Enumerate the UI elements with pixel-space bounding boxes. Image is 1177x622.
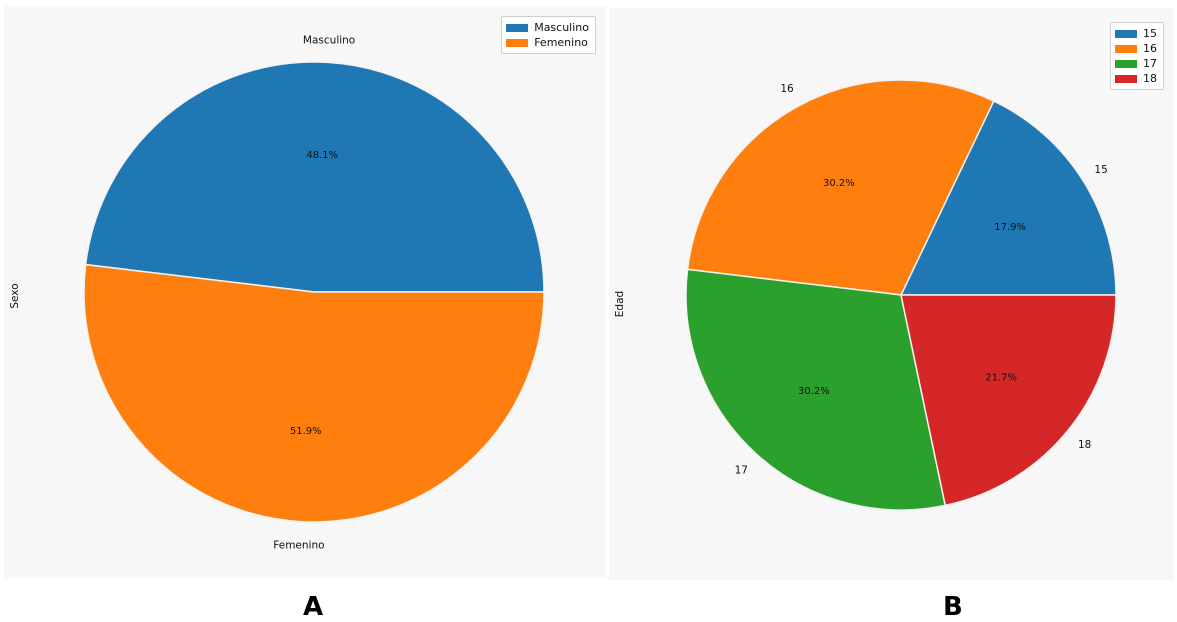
- legend-label: 18: [1143, 72, 1157, 85]
- legend-item-16: 16: [1115, 41, 1157, 56]
- pct-label-17: 30.2%: [798, 386, 830, 397]
- slice-label-15: 15: [1094, 164, 1107, 176]
- panel-label-a: A: [303, 592, 324, 622]
- slice-label-femenino: Femenino: [273, 540, 324, 552]
- pie-chart-edad: 17.9% 15 30.2% 16 30.2% 17 21.7% 18 Edad: [614, 79, 1117, 511]
- slice-label-16: 16: [780, 83, 794, 95]
- legend-item-femenino: Femenino: [506, 35, 589, 50]
- pct-label-15: 17.9%: [994, 222, 1026, 233]
- legend-a: Masculino Femenino: [501, 16, 596, 54]
- legend-label: 16: [1143, 42, 1157, 55]
- pie-slice-16: [686, 79, 995, 296]
- legend-swatch: [506, 23, 529, 32]
- pct-label-femenino: 51.9%: [290, 426, 322, 437]
- legend-label: 15: [1143, 27, 1157, 40]
- slice-label-17: 17: [735, 464, 748, 476]
- legend-b: 15 16 17 18: [1110, 22, 1164, 90]
- legend-swatch: [1115, 59, 1137, 68]
- legend-swatch: [1115, 44, 1137, 53]
- legend-item-15: 15: [1115, 26, 1157, 41]
- legend-label: 17: [1143, 57, 1157, 70]
- pct-label-masculino: 48.1%: [306, 150, 338, 161]
- legend-item-18: 18: [1115, 71, 1157, 86]
- y-axis-label: Sexo: [9, 283, 21, 308]
- slice-label-18: 18: [1078, 439, 1091, 451]
- legend-label: Femenino: [534, 36, 588, 49]
- pct-label-16: 30.2%: [823, 178, 855, 189]
- panel-label-b: B: [943, 592, 963, 622]
- pie-chart-sexo: 48.1% Masculino 51.9% Femenino Sexo: [9, 34, 545, 552]
- pie-slice-17: [685, 268, 947, 511]
- pct-label-18: 21.7%: [985, 372, 1017, 383]
- legend-swatch: [1115, 29, 1137, 38]
- legend-label: Masculino: [534, 21, 589, 34]
- pie-slice-femenino: [83, 263, 545, 523]
- pie-slice-15: [899, 100, 1117, 296]
- y-axis-label: Edad: [614, 291, 626, 317]
- slice-label-masculino: Masculino: [303, 34, 355, 46]
- pie-slice-18: [900, 294, 1117, 507]
- legend-item-17: 17: [1115, 56, 1157, 71]
- legend-swatch: [506, 38, 529, 47]
- legend-item-masculino: Masculino: [506, 20, 589, 35]
- pie-slice-masculino: [84, 61, 545, 293]
- legend-swatch: [1115, 74, 1137, 83]
- chart-panel-a: 48.1% Masculino 51.9% Femenino Sexo Masculin…: [4, 6, 606, 578]
- chart-panel-b: 17.9% 15 30.2% 16 30.2% 17 21.7% 18 Edad 15 16 17 1…: [609, 8, 1174, 580]
